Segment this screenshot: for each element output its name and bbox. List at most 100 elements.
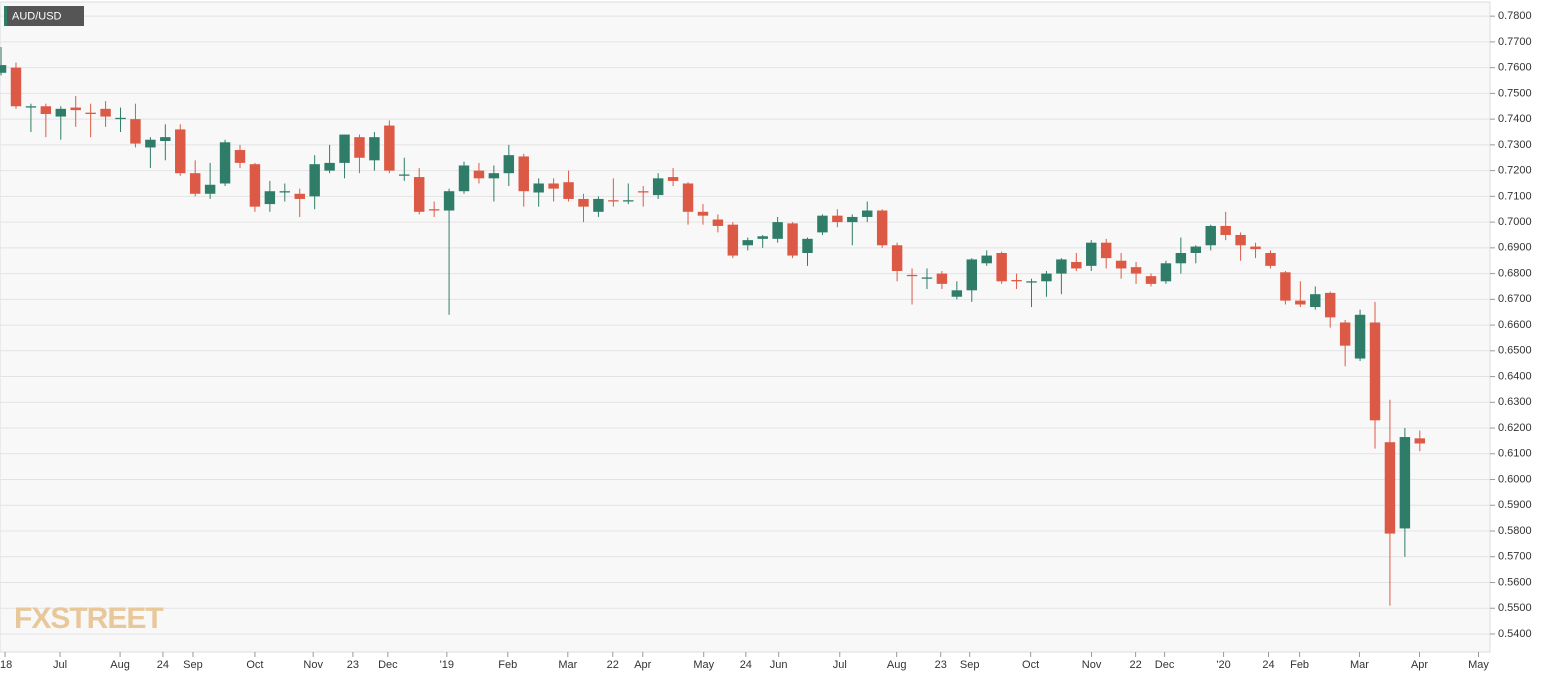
candle-body: [0, 65, 7, 73]
candle-body: [324, 162, 335, 171]
candle-body: [219, 142, 231, 184]
candle-body: [1145, 276, 1157, 284]
candle-body: [667, 177, 679, 181]
x-tick-label: Apr: [634, 659, 651, 671]
y-tick-label: 0.6100: [1498, 448, 1532, 460]
y-tick-label: 0.6500: [1498, 345, 1532, 357]
candle-body: [399, 174, 410, 176]
x-tick-label: Oct: [246, 659, 263, 671]
candle-body: [1235, 234, 1246, 246]
candle-body: [70, 107, 81, 111]
candle-body: [1190, 246, 1202, 253]
candle-body: [160, 137, 171, 142]
candle-body: [518, 156, 529, 192]
x-tick-label: Dec: [1155, 659, 1175, 671]
candle-body: [339, 134, 350, 163]
y-tick-label: 0.6000: [1498, 473, 1532, 485]
candle-body: [443, 191, 455, 211]
candle-body: [413, 177, 425, 212]
candle-body: [652, 178, 664, 196]
y-tick-label: 0.6600: [1498, 319, 1532, 331]
candle-body: [130, 119, 141, 144]
candle-body: [548, 183, 559, 189]
y-tick-label: 0.6900: [1498, 242, 1532, 254]
y-tick-label: 0.7500: [1498, 87, 1532, 99]
x-tick-label: 24: [740, 659, 752, 671]
candle-body: [802, 238, 813, 253]
candle-body: [309, 164, 320, 197]
candle-body: [488, 173, 500, 179]
y-tick-label: 0.5400: [1498, 628, 1532, 640]
y-tick-label: 0.6300: [1498, 396, 1532, 408]
candle-body: [891, 245, 903, 272]
x-tick-label: '20: [1216, 659, 1230, 671]
x-tick-label: Apr: [1411, 659, 1428, 671]
x-tick-label: '18: [0, 659, 12, 671]
candle-body: [204, 184, 216, 194]
candle-body: [847, 216, 858, 223]
candle-body: [727, 224, 739, 256]
candle-body: [1205, 225, 1216, 246]
candle-body: [85, 112, 96, 114]
y-tick-label: 0.7400: [1498, 113, 1532, 125]
y-tick-label: 0.6700: [1498, 293, 1532, 305]
x-tick-label: 22: [607, 659, 619, 671]
plot-area: [0, 1, 1491, 653]
candle-body: [1041, 273, 1052, 282]
candle-body: [1399, 437, 1411, 529]
candle-body: [1310, 294, 1321, 308]
candle-body: [369, 137, 380, 161]
candle-body: [712, 219, 724, 226]
title-box: [4, 6, 84, 26]
candle-body: [578, 198, 589, 207]
candle-body: [742, 240, 753, 246]
y-tick-label: 0.5700: [1498, 551, 1532, 563]
y-tick-label: 0.6800: [1498, 267, 1532, 279]
candle-body: [1160, 263, 1172, 282]
candle-body: [1115, 260, 1127, 269]
candle-body: [996, 252, 1007, 282]
y-tick-label: 0.7600: [1498, 62, 1532, 74]
candle-body: [264, 191, 276, 205]
candle-body: [189, 173, 201, 194]
candle-body: [906, 274, 918, 277]
title-accent: [4, 6, 7, 26]
candle-body: [637, 191, 649, 193]
candle-body: [1339, 322, 1351, 346]
candle-body: [1280, 272, 1291, 301]
candle-body: [25, 106, 37, 108]
candle-body: [145, 139, 156, 148]
chart-title: AUD/USD: [12, 10, 62, 22]
candle-body: [533, 183, 544, 193]
y-tick-label: 0.7100: [1498, 190, 1532, 202]
x-tick-label: Jul: [833, 659, 847, 671]
candle-body: [563, 182, 574, 199]
y-tick-label: 0.5900: [1498, 499, 1532, 511]
x-tick-label: Nov: [1082, 659, 1102, 671]
y-tick-label: 0.7300: [1498, 139, 1532, 151]
y-tick-label: 0.5500: [1498, 602, 1532, 614]
x-tick-label: Jul: [53, 659, 67, 671]
candle-body: [593, 198, 604, 212]
candle-body: [697, 211, 709, 216]
candle-body: [384, 125, 395, 171]
watermark: FXSTREET: [14, 602, 163, 635]
candle-body: [1100, 242, 1112, 259]
candle-body: [249, 164, 261, 207]
candle-body: [354, 137, 365, 158]
candle-body: [1011, 280, 1022, 282]
candle-body: [1250, 246, 1261, 250]
candle-body: [832, 215, 843, 223]
y-tick-label: 0.7700: [1498, 36, 1532, 48]
candle-body: [1026, 281, 1037, 283]
x-tick-label: 23: [935, 659, 947, 671]
x-tick-label: Nov: [303, 659, 323, 671]
candle-body: [966, 259, 978, 291]
candle-body: [473, 170, 485, 179]
candle-body: [772, 222, 783, 239]
candle-body: [1414, 438, 1426, 444]
x-tick-label: Oct: [1022, 659, 1039, 671]
candle-body: [921, 277, 933, 279]
x-tick-label: Feb: [498, 659, 517, 671]
